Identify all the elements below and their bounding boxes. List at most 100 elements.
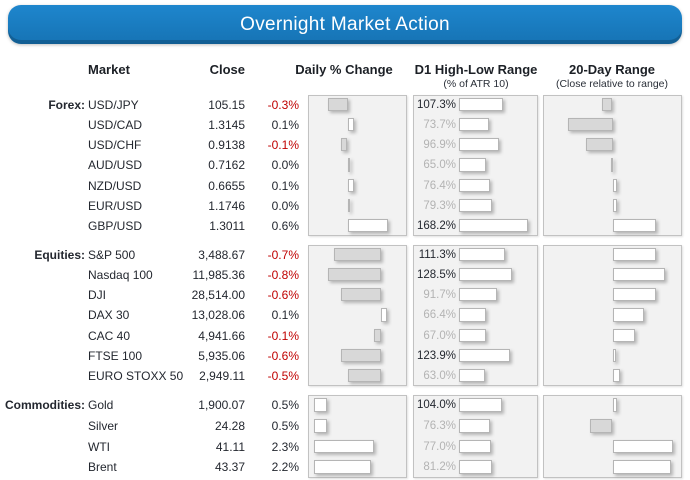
close-value: 3,488.67: [198, 248, 245, 262]
market-label: AUD/USD: [88, 158, 143, 173]
daily-pct-value: 0.0%: [271, 158, 299, 173]
daily-pct-value: 0.1%: [271, 118, 299, 133]
market-label: S&P 500: [88, 248, 136, 262]
close-value: 11,985.36: [192, 268, 246, 283]
atr-pct-label: 66.4%: [423, 309, 456, 322]
atr-pct-label: 123.9%: [416, 349, 456, 362]
atr-pct-label: 96.9%: [423, 139, 456, 152]
range20-bar: [612, 218, 656, 232]
atr-range-bar: [459, 348, 510, 362]
market-label: DAX 30: [88, 308, 130, 323]
close-value: 1.3145: [208, 118, 245, 133]
market-label: EUR/USD: [88, 198, 143, 213]
atr-range-bar: [459, 288, 497, 302]
atr-pct-label: 65.0%: [423, 159, 456, 172]
daily-change-bar: [347, 178, 355, 192]
market-label: Gold: [88, 398, 114, 412]
atr-range-bar: [459, 439, 491, 454]
atr-pct-label: 76.3%: [423, 419, 456, 432]
market-label: Brent: [88, 460, 117, 475]
atr-pct-label: 67.0%: [423, 329, 456, 342]
atr-pct-label: 76.4%: [423, 179, 456, 192]
range20-panel-forex: [543, 95, 682, 236]
close-value: 2,949.11: [199, 368, 245, 383]
atr-pct-label: 128.5%: [416, 269, 456, 282]
close-value: 0.9138: [208, 138, 245, 153]
range20-bar: [612, 348, 616, 362]
atr-range-bar: [459, 418, 491, 433]
daily-pct-value: 2.3%: [271, 439, 299, 454]
market-label: USD/CAD: [88, 118, 143, 133]
market-label: WTI: [88, 439, 110, 454]
daily-change-bar: [374, 328, 381, 342]
market-label: USD/JPY: [88, 98, 139, 112]
range20-bar: [612, 248, 656, 262]
daily-change-bar: [334, 248, 381, 262]
daily-pct-value: -0.3%: [267, 98, 299, 112]
market-label: GBP/USD: [88, 218, 143, 233]
close-value: 13,028.06: [191, 308, 245, 323]
daily-change-bar: [347, 218, 388, 232]
close-value: 43.37: [214, 460, 245, 475]
daily-pct-value: 0.1%: [271, 308, 299, 323]
range20-bar: [585, 138, 613, 152]
daily-pct-value: 0.5%: [271, 418, 299, 433]
market-label: NZD/USD: [88, 178, 142, 193]
close-value: 0.6655: [208, 178, 245, 193]
daily-change-bar: [314, 418, 328, 433]
daily-pct-value: 0.0%: [271, 198, 299, 213]
atr-pct-label: 107.3%: [416, 99, 456, 111]
daily-change-bar: [347, 198, 350, 212]
atr-range-bar: [459, 308, 487, 322]
atr-pct-label: 111.3%: [418, 249, 456, 261]
market-label: Silver: [88, 418, 119, 433]
title-banner: Overnight Market Action: [8, 5, 682, 44]
column-subheader-close-rel: (Close relative to range): [555, 78, 669, 90]
atr-range-bar: [459, 460, 493, 474]
range20-bar: [610, 158, 613, 172]
market-label: USD/CHF: [88, 138, 142, 153]
daily-change-bar: [347, 368, 381, 382]
daily-pct-value: 0.6%: [271, 218, 299, 233]
atr-pct-label: 79.3%: [423, 199, 456, 212]
atr-range-bar: [459, 158, 486, 172]
atr-range-bar: [459, 268, 512, 282]
close-value: 1.1746: [208, 198, 245, 213]
range20-bar: [601, 98, 613, 112]
daily-change-bar: [380, 308, 388, 322]
group-label: Commodities:: [4, 398, 85, 412]
range20-bar: [567, 118, 613, 132]
daily-pct-value: -0.6%: [267, 348, 299, 363]
daily-change-panel-equities: [308, 245, 407, 386]
close-value: 5,935.06: [198, 348, 245, 363]
range20-bar: [612, 268, 665, 282]
daily-pct-value: 2.2%: [271, 460, 299, 475]
close-value: 28,514.00: [191, 288, 245, 303]
market-label: EURO STOXX 50: [88, 368, 184, 383]
market-label: FTSE 100: [88, 348, 143, 363]
column-subheader-atr: (% of ATR 10): [443, 78, 509, 90]
range20-bar: [590, 418, 613, 433]
group-label: Equities:: [34, 248, 85, 262]
daily-change-bar: [347, 158, 350, 172]
atr-range-bar: [459, 368, 485, 382]
atr-pct-label: 77.0%: [423, 440, 456, 453]
daily-change-bar: [314, 460, 372, 474]
daily-pct-value: -0.1%: [267, 138, 299, 153]
daily-change-bar: [340, 288, 381, 302]
close-value: 1,900.07: [198, 398, 245, 412]
close-value: 24.28: [214, 418, 245, 433]
daily-change-bar: [340, 138, 348, 152]
atr-range-bar: [459, 98, 503, 112]
daily-pct-value: -0.1%: [267, 328, 299, 343]
atr-range-bar: [459, 198, 492, 212]
atr-pct-label: 104.0%: [416, 399, 456, 411]
page-title: Overnight Market Action: [240, 13, 450, 35]
close-value: 41.11: [215, 439, 245, 454]
daily-change-bar: [314, 398, 328, 412]
range20-bar: [612, 288, 656, 302]
close-value: 1.3011: [209, 218, 245, 233]
daily-pct-value: 0.1%: [271, 178, 299, 193]
close-value: 0.7162: [208, 158, 245, 173]
